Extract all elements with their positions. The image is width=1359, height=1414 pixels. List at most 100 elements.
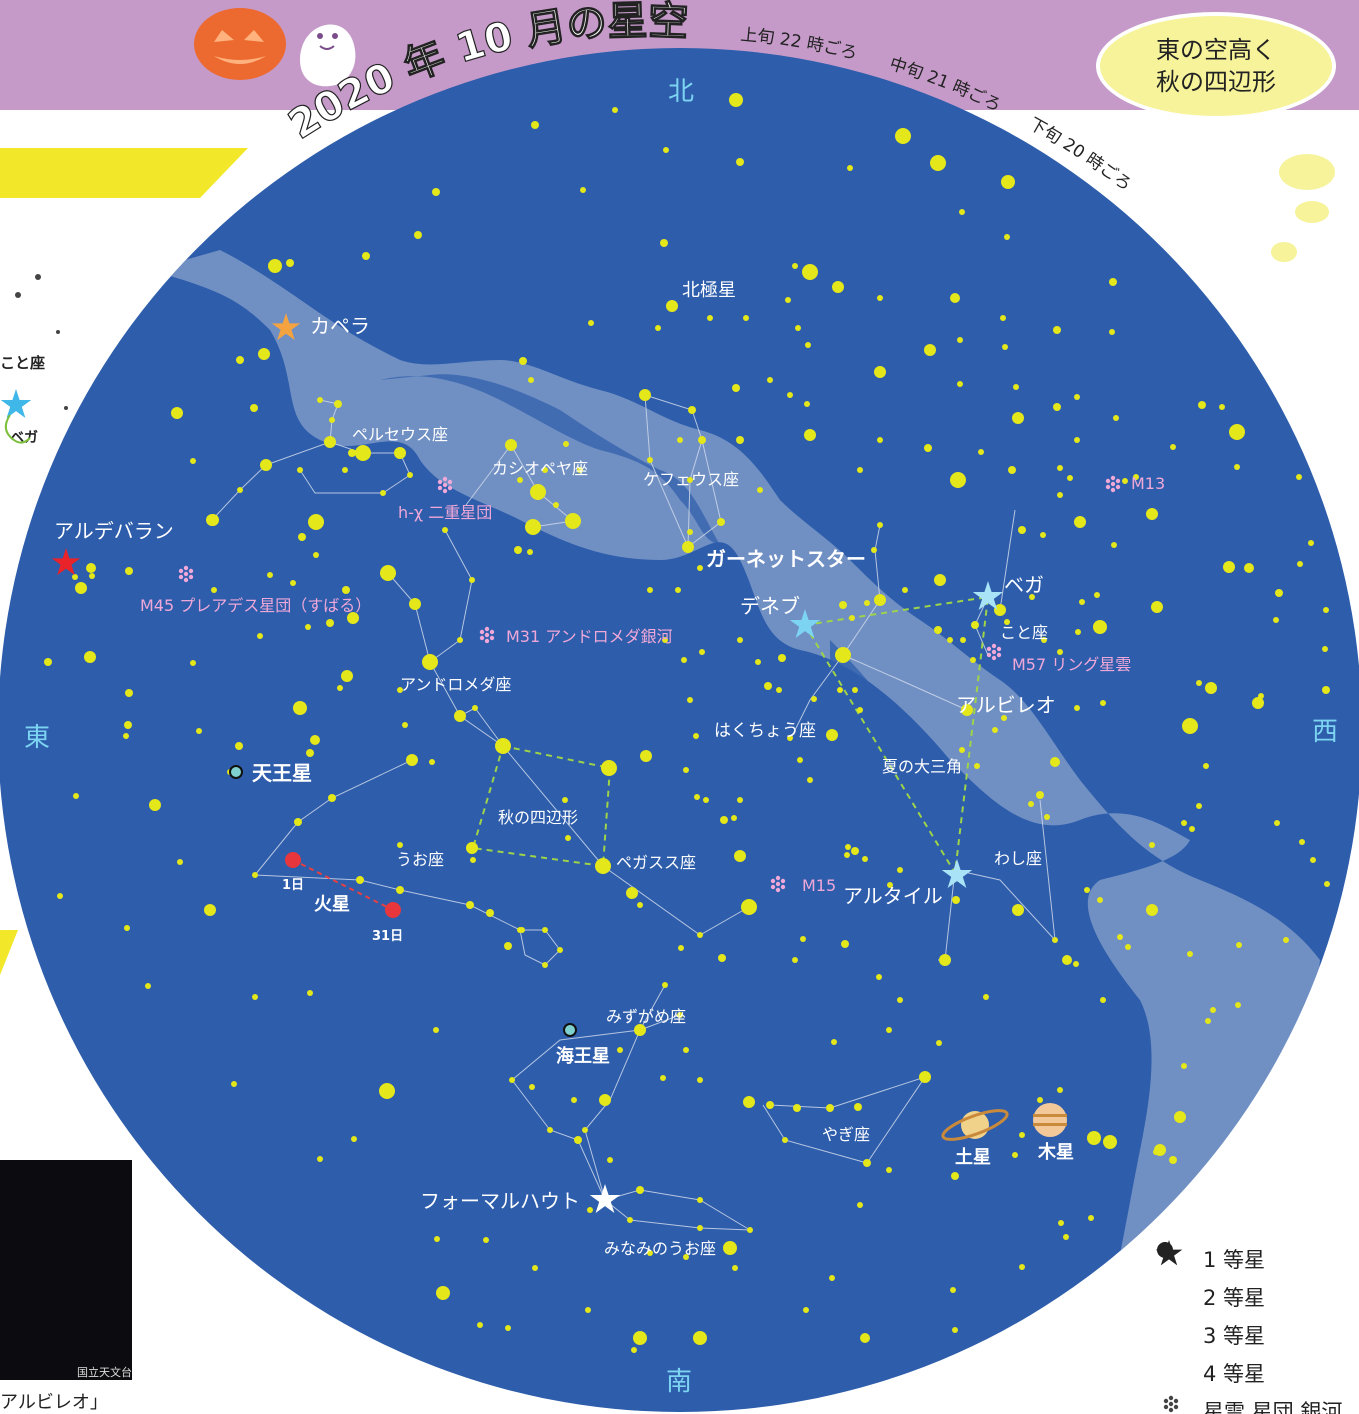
star-dot bbox=[342, 586, 350, 594]
cepheus-label: ケフェウス座 bbox=[643, 470, 739, 489]
pegasus-label: ペガスス座 bbox=[616, 853, 696, 872]
star-dot bbox=[347, 612, 359, 624]
star-dot bbox=[397, 842, 403, 848]
star-dot bbox=[1103, 1135, 1117, 1149]
star-dot bbox=[171, 407, 183, 419]
pisaus-label: みなみのうお座 bbox=[604, 1239, 716, 1258]
star-dot bbox=[206, 514, 218, 526]
star-dot bbox=[647, 457, 653, 463]
star-dot bbox=[849, 615, 855, 621]
star-dot bbox=[1001, 715, 1007, 721]
star-dot bbox=[1298, 437, 1304, 443]
star-dot bbox=[442, 527, 448, 533]
star-dot bbox=[1274, 820, 1280, 826]
star-dot bbox=[857, 467, 863, 473]
star-dot bbox=[666, 300, 678, 312]
star-dot bbox=[1182, 718, 1198, 734]
ghost-icon bbox=[300, 24, 356, 87]
star-dot bbox=[1146, 508, 1158, 520]
nebula-icon bbox=[479, 626, 495, 644]
star-dot bbox=[1041, 637, 1047, 643]
star-dot bbox=[1122, 478, 1128, 484]
star-dot bbox=[688, 406, 696, 414]
saturn-icon bbox=[941, 1109, 1009, 1141]
star-dot bbox=[124, 925, 130, 931]
bubble-line-1: 東の空高く bbox=[1156, 36, 1276, 64]
star-dot bbox=[553, 502, 559, 508]
milky-way-rift bbox=[830, 640, 1000, 860]
star-dot bbox=[1008, 466, 1016, 474]
star-dot bbox=[517, 477, 523, 483]
m15-label: M15 bbox=[802, 876, 836, 895]
altair-label: アルタイル bbox=[843, 884, 943, 908]
star-dot bbox=[693, 1331, 707, 1345]
star-dot bbox=[837, 687, 843, 693]
star-dot bbox=[983, 994, 989, 1000]
mars-day1-label: 1日 bbox=[282, 878, 304, 893]
star-dot bbox=[663, 147, 669, 153]
star-dot bbox=[422, 654, 438, 670]
star-dot bbox=[1323, 607, 1329, 613]
star-dot bbox=[1084, 887, 1090, 893]
pumpkin-icon bbox=[194, 8, 286, 80]
star-dot bbox=[196, 728, 202, 734]
star-dot bbox=[844, 852, 850, 858]
star-dot bbox=[532, 1265, 538, 1271]
star-dot bbox=[237, 487, 243, 493]
neptune-icon bbox=[563, 1023, 577, 1037]
star-dot bbox=[703, 797, 709, 803]
star-dot bbox=[934, 574, 946, 586]
star-dot bbox=[407, 472, 413, 478]
star-dot bbox=[1146, 904, 1158, 916]
legend-row: 4 等星 bbox=[1155, 1247, 1359, 1392]
star-dot bbox=[527, 549, 533, 555]
star-dot bbox=[402, 722, 408, 728]
star-dot bbox=[313, 552, 319, 558]
star-dot bbox=[406, 754, 418, 766]
star-dot bbox=[587, 1207, 593, 1213]
star-dot bbox=[1013, 384, 1019, 390]
star-dot bbox=[355, 445, 371, 461]
star-dot bbox=[557, 947, 563, 953]
star-dot bbox=[876, 974, 882, 980]
star-dot bbox=[1133, 474, 1139, 480]
star-dot bbox=[257, 633, 263, 639]
star-dot bbox=[640, 750, 652, 762]
jupiter-icon bbox=[1033, 1103, 1067, 1137]
nebula-icon bbox=[437, 476, 453, 494]
star-dot bbox=[235, 742, 243, 750]
star-dot bbox=[1012, 412, 1024, 424]
star-dot bbox=[145, 983, 151, 989]
star-dot bbox=[950, 293, 960, 303]
star-dot bbox=[483, 1237, 489, 1243]
star-dot bbox=[1079, 599, 1085, 605]
star-dot bbox=[1067, 475, 1073, 481]
cassiopeia-label: カシオペヤ座 bbox=[492, 459, 588, 478]
star-dot bbox=[792, 957, 798, 963]
small-star-a bbox=[15, 292, 21, 298]
star-dot bbox=[409, 598, 421, 610]
star-dot bbox=[647, 587, 653, 593]
star-dot bbox=[974, 763, 980, 769]
deneb-star-icon bbox=[789, 609, 821, 638]
star-dot bbox=[341, 670, 353, 682]
star-dot bbox=[662, 982, 668, 988]
star-dot bbox=[854, 1103, 862, 1111]
star-dot bbox=[627, 1217, 633, 1223]
star-dot bbox=[1125, 944, 1131, 950]
star-dot bbox=[1109, 329, 1115, 335]
star-dot bbox=[305, 624, 311, 630]
star-dot bbox=[741, 899, 757, 915]
star-dot bbox=[457, 637, 463, 643]
star-dot bbox=[519, 357, 527, 365]
star-dot bbox=[574, 1136, 582, 1144]
star-dot bbox=[612, 107, 618, 113]
mars-track bbox=[292, 859, 394, 911]
north-label: 北 bbox=[668, 77, 694, 107]
altair-star-icon bbox=[941, 859, 973, 888]
star-dot bbox=[681, 657, 687, 663]
star-dot bbox=[190, 660, 196, 666]
star-dot bbox=[328, 794, 336, 802]
star-field bbox=[44, 93, 1330, 1353]
